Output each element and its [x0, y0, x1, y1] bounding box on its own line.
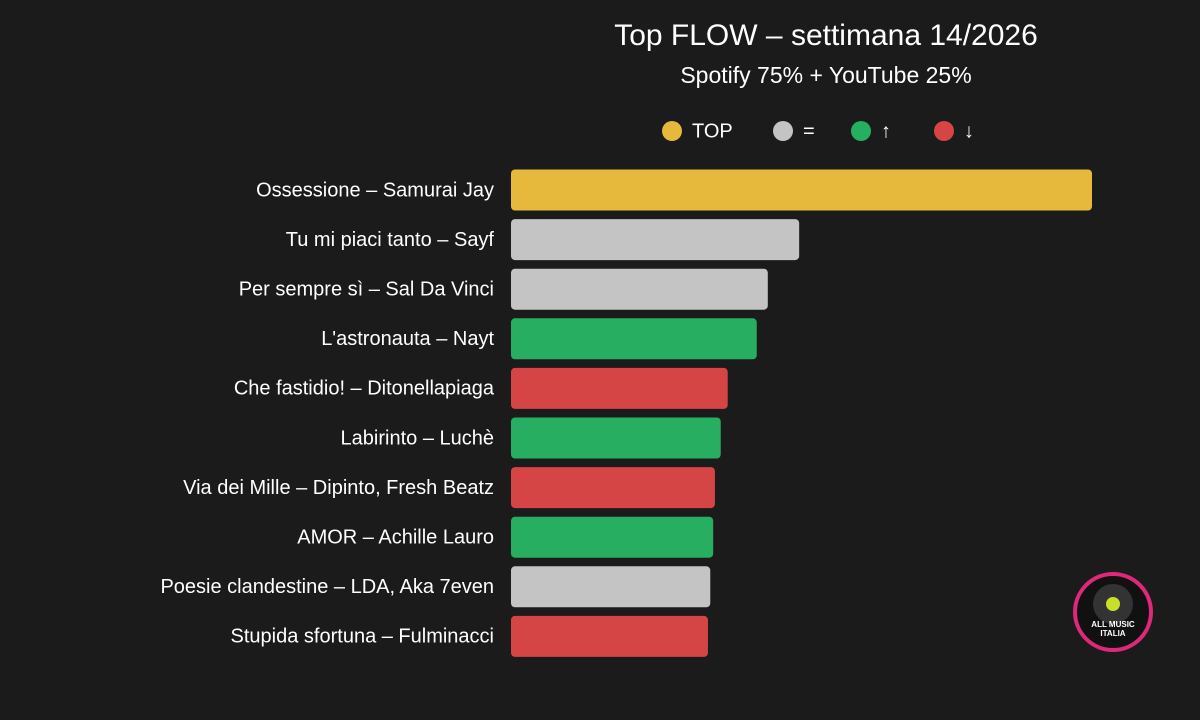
legend-label: ↑ — [881, 120, 891, 142]
bar — [511, 318, 757, 360]
bar — [511, 467, 715, 509]
bar — [511, 516, 714, 558]
chart-title: Top FLOW – settimana 14/2026 — [614, 19, 1038, 52]
bar — [511, 268, 768, 310]
bar — [511, 219, 800, 261]
category-label: Ossessione – Samurai Jay — [256, 179, 494, 201]
category-label: Che fastidio! – Ditonellapiaga — [234, 378, 495, 400]
category-label: L'astronauta – Nayt — [321, 328, 494, 350]
category-label: Poesie clandestine – LDA, Aka 7even — [160, 576, 494, 598]
category-label: Per sempre sì – Sal Da Vinci — [239, 278, 494, 300]
logo-text: ALL MUSIC — [1091, 620, 1135, 629]
logo-center — [1106, 597, 1120, 611]
chart-subtitle: Spotify 75% + YouTube 25% — [680, 62, 971, 88]
category-label: Stupida sfortuna – Fulminacci — [231, 626, 494, 648]
category-label: Labirinto – Luchè — [341, 427, 494, 449]
category-label: Via dei Mille – Dipinto, Fresh Beatz — [183, 477, 494, 499]
bar — [511, 615, 708, 657]
legend-label: ↓ — [964, 120, 974, 142]
legend-swatch — [773, 121, 793, 141]
logo-text: ITALIA — [1100, 629, 1125, 638]
bar — [511, 367, 728, 409]
legend-swatch — [851, 121, 871, 141]
category-label: AMOR – Achille Lauro — [297, 526, 494, 548]
bar — [511, 417, 721, 459]
category-label: Tu mi piaci tanto – Sayf — [286, 229, 495, 251]
bar — [511, 566, 711, 608]
legend-swatch — [934, 121, 954, 141]
legend-swatch — [662, 121, 682, 141]
logo: ALL MUSIC ITALIA — [1073, 572, 1153, 652]
legend-label: TOP — [692, 120, 733, 142]
bar — [511, 169, 1092, 211]
legend-label: = — [803, 120, 815, 142]
